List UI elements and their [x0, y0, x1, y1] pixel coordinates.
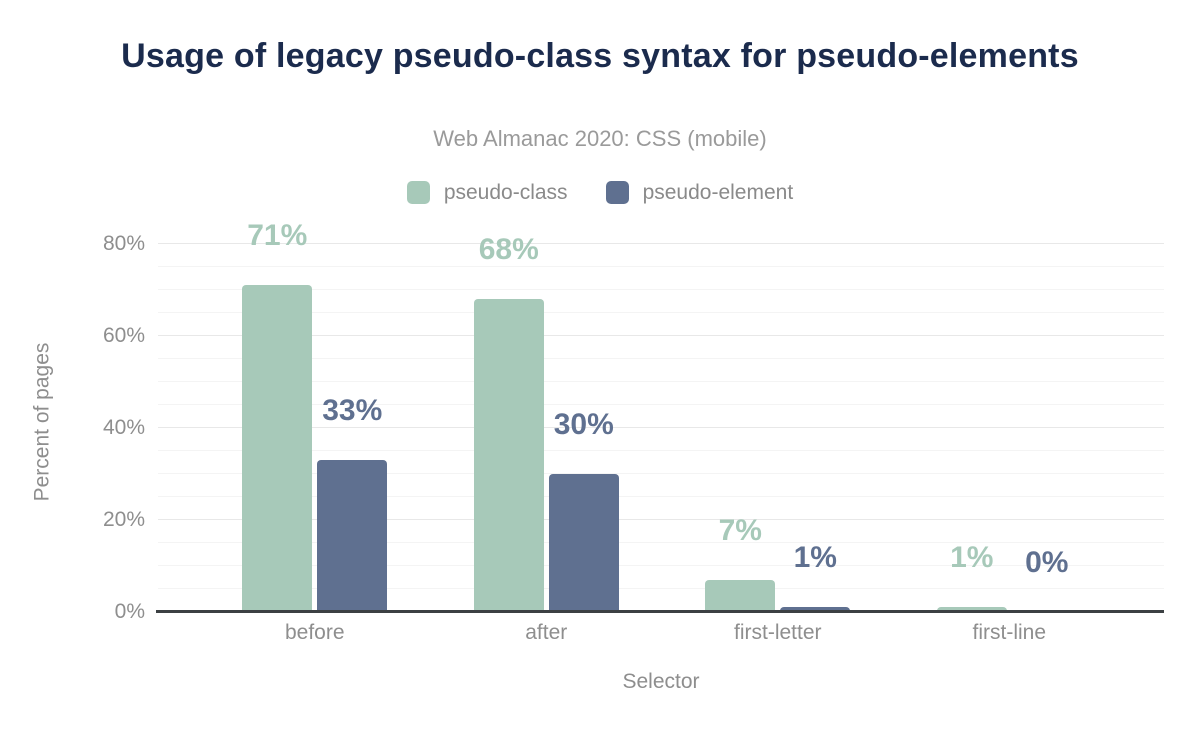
grid-line-65 — [158, 312, 1164, 313]
x-axis-title: Selector — [622, 670, 700, 693]
x-tick-first-line: first-line — [972, 621, 1047, 644]
grid-line-30 — [158, 473, 1164, 474]
x-axis-line — [156, 610, 1164, 613]
bar-pseudo-class-after[interactable] — [473, 299, 544, 612]
grid-line-60 — [158, 335, 1164, 336]
legend-item-pseudo-class[interactable]: pseudo-class — [406, 181, 568, 204]
bar-pseudo-class-first-line[interactable] — [936, 607, 1007, 612]
gridlines — [158, 232, 1164, 612]
grid-line-10 — [158, 565, 1164, 566]
legend-item-pseudo-element[interactable]: pseudo-element — [605, 181, 794, 204]
y-tick-80%: 80% — [102, 232, 145, 255]
y-tick-0%: 0% — [114, 600, 145, 623]
grid-line-5 — [158, 588, 1164, 589]
y-tick-40%: 40% — [102, 416, 145, 439]
bar-label-pseudo-class-before: 71% — [247, 219, 308, 253]
legend-swatch — [605, 181, 629, 204]
legend-swatch — [406, 181, 430, 204]
legend: pseudo-class pseudo-element — [0, 181, 1200, 204]
bar-pseudo-class-first-letter[interactable] — [705, 579, 776, 612]
bar-label-pseudo-element-first-letter: 1% — [793, 541, 837, 575]
bar-pseudo-element-first-letter[interactable] — [780, 607, 851, 612]
bar-wrap: 68% — [473, 235, 544, 612]
bar-pseudo-element-after[interactable] — [548, 474, 619, 612]
y-axis-title-text: Percent of pages — [30, 342, 53, 502]
x-tick-first-letter: first-letter — [733, 621, 822, 644]
grid-line-20 — [158, 519, 1164, 520]
grid-line-15 — [158, 542, 1164, 543]
grid-line-25 — [158, 496, 1164, 497]
bar-wrap: 7% — [705, 515, 776, 612]
grid-line-80 — [158, 243, 1164, 244]
bar-group-first-line: 1% 0% first-line — [894, 232, 1126, 644]
bar-label-pseudo-class-first-letter: 7% — [718, 513, 762, 547]
legend-label: pseudo-class — [443, 181, 568, 204]
bar-wrap: 33% — [317, 396, 388, 612]
bar-wrap: 1% — [936, 543, 1007, 612]
chart-title: Usage of legacy pseudo-class syntax for … — [121, 37, 1079, 75]
bar-label-pseudo-class-first-line: 1% — [950, 541, 994, 575]
bar-label-pseudo-element-first-line: 0% — [1025, 546, 1069, 579]
y-axis-ticks: 0% 20% 40% 60% 80% — [103, 232, 1164, 623]
grid-line-35 — [158, 450, 1164, 451]
bar-pseudo-element-before[interactable] — [317, 460, 388, 612]
bar-groups: 71% 33% before 68% 30% after 7% 1% first-letter 1… — [158, 221, 1164, 644]
grid-line-40 — [158, 427, 1164, 428]
x-tick-after: after — [525, 621, 568, 644]
x-tick-before: before — [284, 621, 345, 644]
y-axis-title: Percent of pages — [28, 232, 56, 612]
bar-group-before: 71% 33% before — [199, 221, 431, 644]
bar-wrap: 71% — [242, 221, 313, 612]
plot-area: 0% 20% 40% 60% 80% 71% 33% before 68% 30% after 7%… — [103, 221, 1164, 644]
bar-group-first-letter: 7% 1% first-letter — [662, 232, 894, 644]
bar-label-pseudo-element-after: 30% — [553, 408, 614, 441]
bar-wrap: 30% — [548, 410, 619, 612]
grid-line-55 — [158, 358, 1164, 359]
bar-group-after: 68% 30% after — [431, 232, 663, 644]
grid-line-70 — [158, 289, 1164, 290]
y-tick-20%: 20% — [102, 508, 145, 531]
grid-line-45 — [158, 404, 1164, 405]
bar-label-pseudo-class-after: 68% — [478, 233, 539, 267]
grid-line-75 — [158, 266, 1164, 267]
bar-label-pseudo-element-before: 33% — [322, 394, 383, 428]
bar-pseudo-class-before[interactable] — [242, 285, 313, 612]
legend-label: pseudo-element — [642, 181, 794, 204]
bar-wrap: 1% — [780, 543, 851, 612]
y-tick-60%: 60% — [102, 324, 145, 347]
chart-subtitle: Web Almanac 2020: CSS (mobile) — [433, 126, 767, 151]
grid-line-50 — [158, 381, 1164, 382]
